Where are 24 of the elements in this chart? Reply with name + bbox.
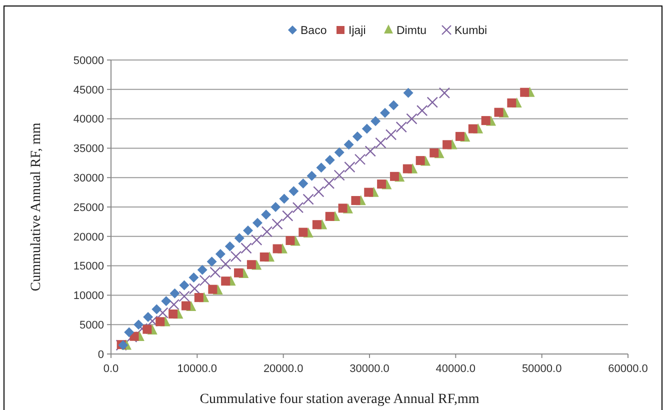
x-tick-label: 60000.0 — [608, 363, 648, 375]
y-tick-label: 10000 — [73, 290, 104, 302]
legend-label: Baco — [300, 25, 327, 38]
legend-label: Dimtu — [396, 25, 427, 38]
y-tick-label: 5000 — [80, 319, 104, 332]
x-tick-label: 20000.0 — [263, 363, 304, 375]
x-axis-title: Cummulative four station average Annual RF,mm — [200, 392, 480, 407]
y-tick-label: 30000 — [73, 172, 104, 184]
y-tick-label: 40000 — [73, 114, 104, 126]
y-tick-label: 0 — [98, 348, 104, 361]
legend-label: Ijaji — [348, 25, 366, 38]
y-tick-label: 20000 — [73, 231, 104, 244]
y-axis-title: Cummulative Annual RF, mm — [29, 122, 44, 292]
y-tick-label: 25000 — [73, 202, 104, 214]
x-tick-label: 30000.0 — [350, 363, 390, 375]
y-tick-label: 50000 — [73, 54, 104, 67]
x-tick-label: 10000.0 — [177, 363, 218, 375]
x-tick-label: 40000.0 — [436, 363, 476, 375]
x-tick-label: 50000.0 — [522, 363, 562, 375]
y-tick-label: 45000 — [73, 84, 104, 96]
y-tick-label: 15000 — [73, 260, 104, 273]
x-tick-label: 0.0 — [103, 363, 119, 375]
y-tick-label: 35000 — [73, 143, 104, 156]
legend-label: Kumbi — [454, 25, 488, 38]
